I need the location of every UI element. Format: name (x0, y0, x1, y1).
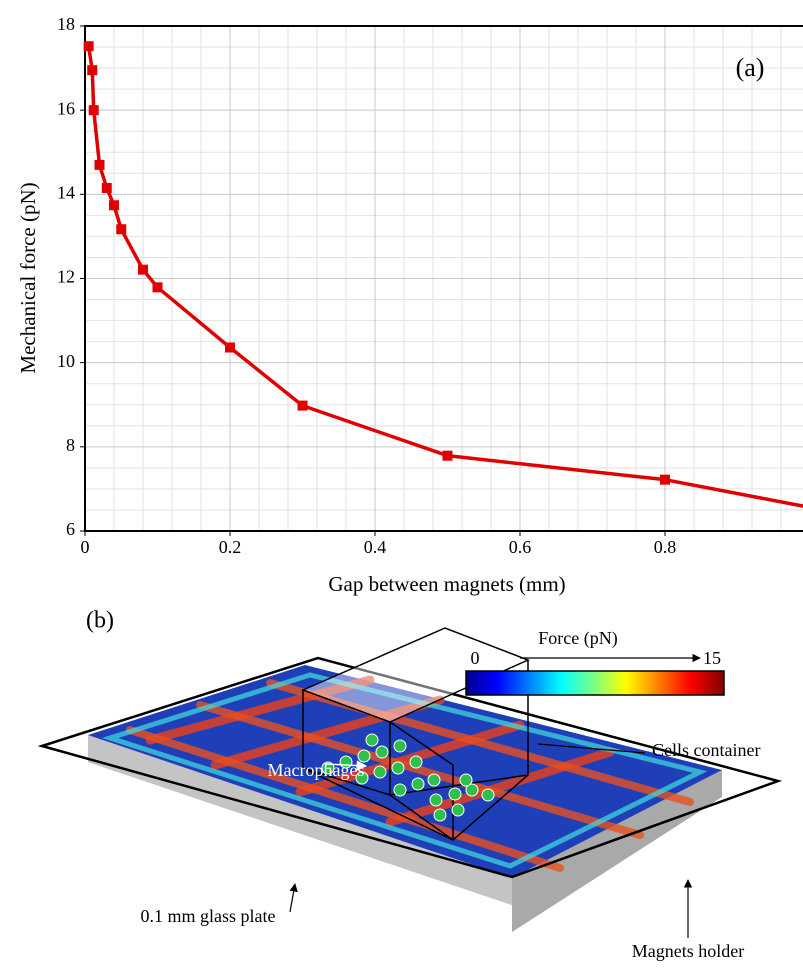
colorbar-min: 0 (471, 648, 480, 668)
data-point (152, 282, 163, 293)
holder-front (88, 735, 512, 905)
data-point (138, 264, 148, 275)
y-tick-label: 14 (57, 182, 75, 202)
y-tick-label: 10 (57, 351, 75, 371)
magnets-holder (88, 735, 722, 932)
y-tick-label: 16 (57, 98, 75, 118)
macrophages (321, 733, 495, 822)
plate-pointer (289, 883, 298, 913)
x-tick-label: 0.4 (364, 537, 387, 557)
cells-pointer (325, 760, 368, 771)
y-tick-label: 6 (66, 519, 75, 539)
diagram (37, 627, 783, 938)
data-point (225, 342, 235, 353)
colorbar (465, 670, 725, 696)
data-point (83, 41, 94, 52)
plot-area: 00.20.40.60.81681012141618 (57, 14, 803, 557)
cells-container (300, 627, 530, 841)
annotation: 0.1 mm glass plate (141, 906, 276, 926)
data-point (116, 224, 127, 235)
data-point (297, 400, 308, 411)
x-tick-label: 0.8 (654, 537, 677, 557)
y-tick-label: 8 (66, 435, 75, 455)
annotation: Cells container (652, 740, 760, 760)
panel-label: (b) (86, 608, 114, 634)
data-point (94, 159, 105, 170)
y-tick-label: 12 (57, 267, 75, 287)
plot-frame (84, 25, 803, 532)
container-pointer (537, 743, 646, 754)
data-point (88, 105, 99, 116)
annotation: Macrophages (268, 760, 365, 780)
x-tick-label: 0 (81, 537, 90, 557)
colorbar-max: 15 (703, 648, 721, 668)
colorbar-title: Force (pN) (538, 628, 617, 649)
glass-plate (37, 656, 783, 879)
x-tick-label: 0.6 (509, 537, 532, 557)
data-line (86, 45, 803, 508)
y-tick-label: 18 (57, 14, 75, 34)
data-point (87, 65, 98, 76)
x-axis-label: Gap between magnets (mm) (328, 572, 565, 596)
data-point (442, 450, 453, 461)
data-point (109, 200, 119, 211)
annotation: Magnets holder (632, 941, 744, 961)
data-point (101, 183, 112, 194)
panel-label: (a) (736, 53, 765, 82)
x-tick-label: 0.2 (219, 537, 242, 557)
data-point (660, 474, 670, 485)
y-axis-label: Mechanical force (pN) (16, 182, 40, 373)
